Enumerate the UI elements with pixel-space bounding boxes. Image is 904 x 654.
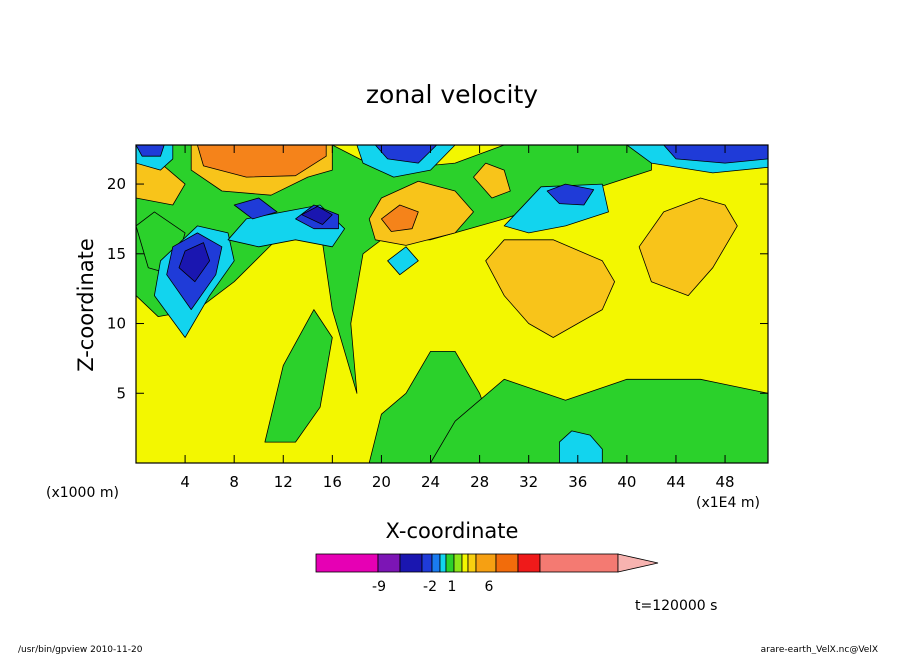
contour-region-cyan	[559, 430, 603, 463]
x-tick-label: 32	[519, 473, 538, 491]
contour-region-orange	[136, 162, 186, 206]
time-label: t=120000 s	[635, 598, 717, 614]
colorbar-label: -9	[372, 579, 386, 595]
heatmap-field	[136, 145, 768, 463]
colorbar-segment	[421, 553, 433, 573]
colorbar-segment	[461, 553, 469, 573]
colorbar-labels: -9 -2 1 6	[372, 579, 494, 595]
colorbar-label: 1	[448, 579, 457, 595]
colorbar-segment	[495, 553, 519, 573]
x-tick-label: 20	[372, 473, 391, 491]
colorbar-label: 6	[485, 579, 494, 595]
contour-region-blue	[546, 183, 595, 206]
x-tick-label: 24	[421, 473, 440, 491]
x-tick-label: 16	[323, 473, 342, 491]
contour-region-cyan	[387, 246, 419, 276]
y-tick-label: 5	[116, 384, 126, 402]
x-axis-label: X-coordinate	[386, 519, 519, 543]
x-tick-label: 12	[274, 473, 293, 491]
x-unit-left: (x1000 m)	[46, 485, 119, 501]
colorbar-segment	[517, 553, 541, 573]
y-tick-label: 15	[107, 245, 126, 263]
chart-title: zonal velocity	[366, 80, 538, 109]
colorbar-segment	[539, 553, 619, 573]
contour-region-blue	[233, 197, 278, 220]
contour-region-dark-orange	[196, 145, 327, 178]
x-axis: 4 8 12 16 20 24 28 32 36 40 44 48	[180, 145, 735, 491]
colorbar-segment	[453, 553, 463, 573]
contour-region-dark-blue	[301, 205, 333, 225]
x-tick-label: 4	[180, 473, 190, 491]
x-tick-label: 8	[229, 473, 239, 491]
contour-region-blue	[374, 145, 438, 164]
colorbar-segment	[315, 553, 379, 573]
contour-region-orange	[485, 239, 615, 338]
colorbar-segment	[431, 553, 441, 573]
y-axis-label: Z-coordinate	[74, 238, 98, 372]
x-tick-label: 48	[716, 473, 735, 491]
footer-right: arare-earth_VelX.nc@VelX	[761, 645, 878, 654]
colorbar	[315, 553, 659, 573]
contour-region-blue	[136, 145, 165, 157]
colorbar-label: -2	[423, 579, 437, 595]
y-tick-label: 10	[107, 315, 126, 333]
x-tick-label: 36	[568, 473, 587, 491]
contour-region-blue	[663, 145, 768, 164]
colorbar-segment	[377, 553, 401, 573]
contour-region-dark-orange	[380, 204, 419, 232]
colorbar-segment	[439, 553, 447, 573]
contour-region-orange	[638, 197, 738, 297]
x-tick-label: 44	[666, 473, 685, 491]
colorbar-segment	[399, 553, 423, 573]
colorbar-segment	[475, 553, 497, 573]
colorbar-segment	[467, 553, 477, 573]
x-tick-label: 28	[470, 473, 489, 491]
contour-region-orange	[473, 162, 511, 199]
contour-region-green	[430, 378, 768, 463]
contour-region-green	[264, 309, 333, 443]
plot-frame	[135, 144, 769, 464]
y-axis: 5 10 15 20	[107, 175, 768, 402]
colorbar-segment	[445, 553, 455, 573]
contour-region-dark-blue	[178, 242, 211, 283]
footer-left: /usr/bin/gpview 2010-11-20	[18, 645, 143, 654]
y-tick-label: 20	[107, 175, 126, 193]
colorbar-extension-arrow	[617, 553, 659, 573]
x-tick-label: 40	[617, 473, 636, 491]
x-unit-right: (x1E4 m)	[696, 495, 760, 511]
